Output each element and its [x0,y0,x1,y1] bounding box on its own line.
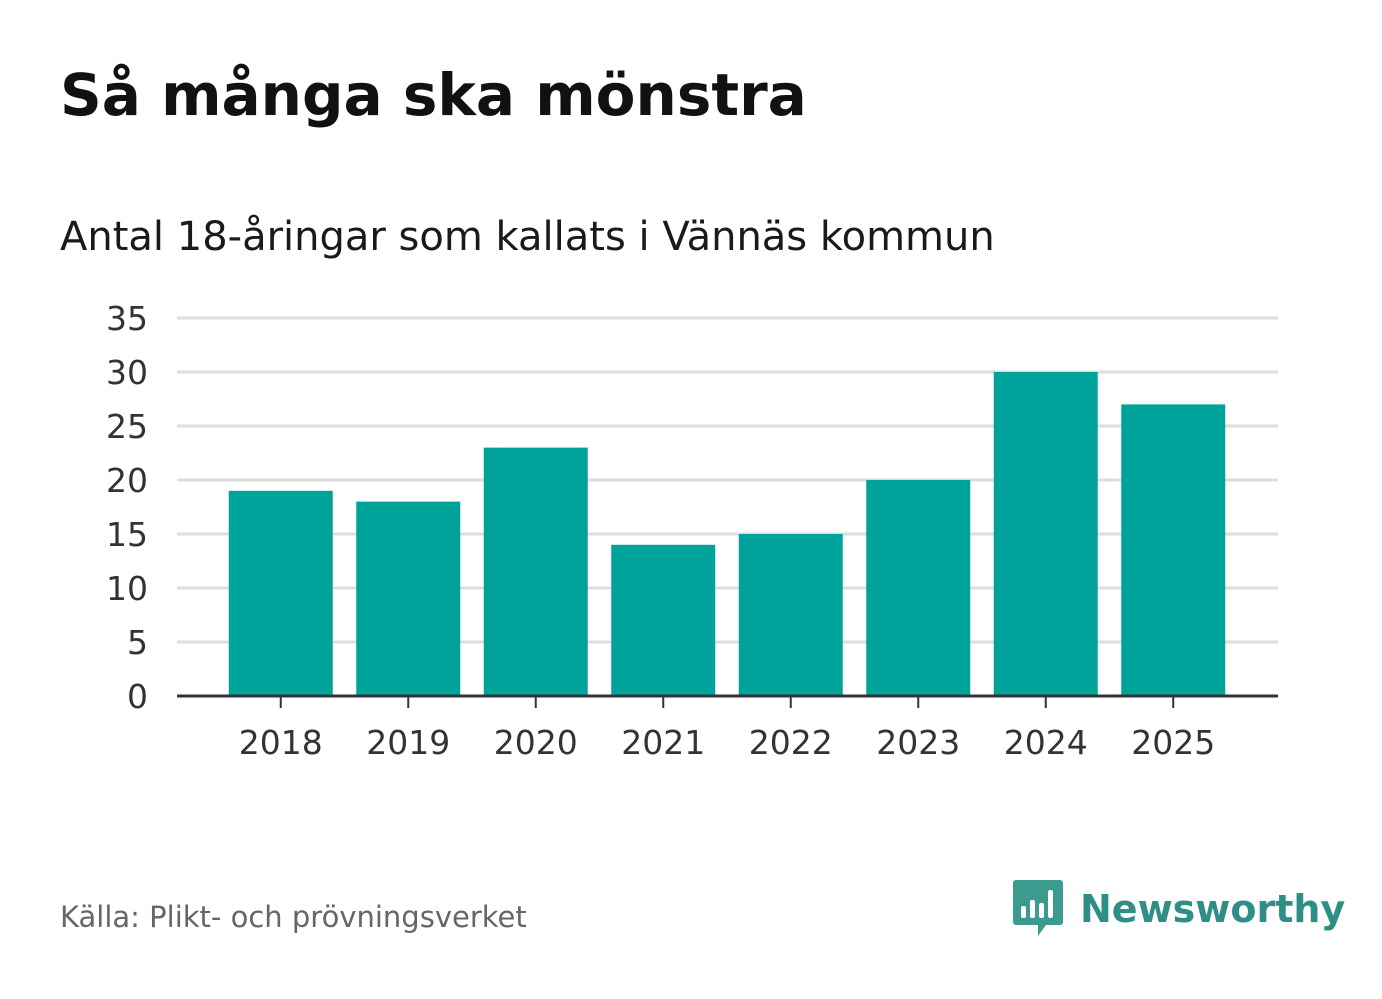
x-tick-label: 2022 [749,723,833,762]
source-note: Källa: Plikt- och prövningsverket [60,900,527,934]
bar-2020 [483,447,588,696]
y-tick-label: 10 [106,569,148,608]
x-tick-label: 2025 [1131,723,1215,762]
x-tick-label: 2019 [366,723,450,762]
x-tick-label: 2018 [239,723,323,762]
y-tick-label: 25 [106,407,148,446]
x-tick-label: 2024 [1004,723,1088,762]
gridlines [177,316,1278,644]
bar-2023 [866,480,971,696]
bar-2018 [228,490,333,696]
y-tick-label: 5 [127,623,148,662]
bar-2022 [738,534,843,696]
bars [228,372,1226,696]
y-tick-label: 20 [106,461,148,500]
bar-2021 [611,544,716,696]
bar-2025 [1121,404,1226,696]
bar-2019 [356,501,461,696]
chart-subtitle: Antal 18-åringar som kallats i Vännäs ko… [60,214,995,260]
x-tick-label: 2021 [621,723,705,762]
chart-title: Så många ska mönstra [60,61,807,129]
bar-chart-speech-bubble-icon [1013,880,1063,936]
brand-name: Newsworthy [1080,887,1346,931]
y-axis-ticks: 0 5 10 15 20 25 30 35 [106,299,148,716]
y-tick-label: 15 [106,515,148,554]
y-tick-label: 35 [106,299,148,338]
x-axis [177,694,1278,708]
x-tick-label: 2020 [494,723,578,762]
bar-2024 [993,372,1098,696]
brand-logo: Newsworthy [1012,878,1345,940]
y-tick-label: 0 [127,677,148,716]
x-tick-label: 2023 [876,723,960,762]
x-axis-ticks: 2018 2019 2020 2021 2022 2023 2024 2025 [239,723,1215,762]
y-tick-label: 30 [106,353,148,392]
